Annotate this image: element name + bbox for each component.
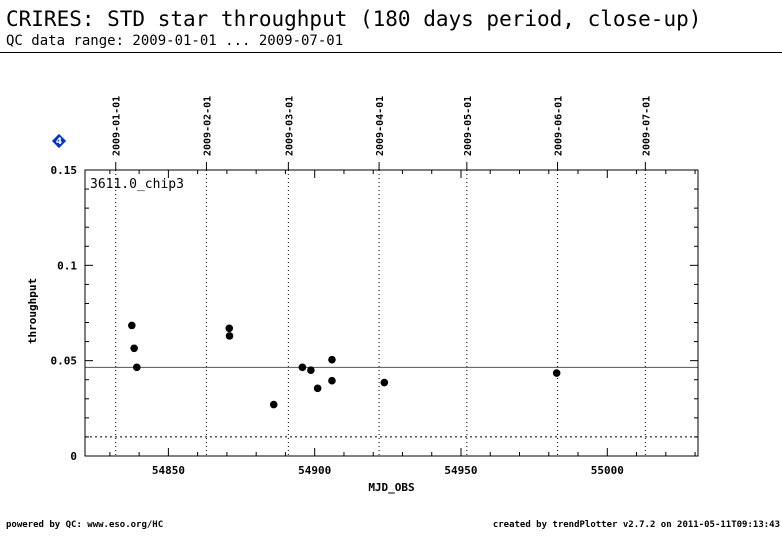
x-tick-label: 54950 <box>444 464 477 477</box>
date-label: 2009-06-01 <box>554 96 565 156</box>
data-point <box>132 363 141 372</box>
data-points-group <box>128 321 561 409</box>
date-label: 2009-01-01 <box>112 96 123 156</box>
data-point <box>130 344 138 353</box>
date-label: 2009-04-01 <box>375 96 386 156</box>
data-point <box>298 363 307 372</box>
footer-powered-by: powered by QC: www.eso.org/HC <box>6 520 164 530</box>
data-point <box>313 384 322 393</box>
panel-label: 3611.0_chip3 <box>90 177 184 192</box>
x-tick-label: 55000 <box>591 464 624 477</box>
data-point <box>552 369 561 377</box>
data-point <box>225 332 234 340</box>
badge-number: 4 <box>56 137 62 147</box>
axis-ticks-group: 54850 54900 54950 55000 0 0.05 0.1 0.15 <box>51 164 698 477</box>
date-label: 2009-05-01 <box>463 96 474 156</box>
page-title: CRIRES: STD star throughput (180 days pe… <box>6 7 702 31</box>
header-divider <box>0 52 782 53</box>
x-tick-label: 54900 <box>298 464 331 477</box>
y-tick-label: 0.05 <box>51 355 78 368</box>
y-axis-label: throughput <box>26 278 39 344</box>
date-lines-group: 2009-01-01 2009-02-01 2009-03-01 2009-04-01… <box>112 96 652 456</box>
y-tick-label: 0.1 <box>57 259 77 272</box>
data-point <box>269 400 278 409</box>
y-tick-label: 0 <box>70 450 77 463</box>
data-point <box>307 366 315 375</box>
data-point <box>380 378 389 387</box>
x-tick-label: 54850 <box>152 464 185 477</box>
plot-frame <box>84 169 699 457</box>
data-point <box>328 376 336 385</box>
date-label: 2009-02-01 <box>202 96 213 156</box>
data-range-subtitle: QC data range: 2009-01-01 ... 2009-07-01 <box>6 33 344 49</box>
data-point <box>328 355 336 364</box>
reference-lines-group <box>85 366 698 438</box>
y-tick-label: 0.15 <box>51 164 78 177</box>
x-axis-label: MJD_OBS <box>368 481 414 494</box>
data-point <box>225 324 234 333</box>
data-point <box>128 321 136 330</box>
footer-created-by: created by trendPlotter v2.7.2 on 2011-0… <box>492 520 780 530</box>
marker-badge: 4 <box>51 133 67 149</box>
date-label: 2009-03-01 <box>284 96 295 156</box>
date-label: 2009-07-01 <box>641 96 652 156</box>
